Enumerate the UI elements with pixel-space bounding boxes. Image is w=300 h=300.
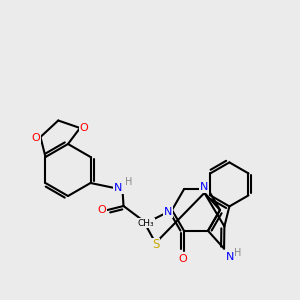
Text: O: O: [31, 133, 40, 143]
Text: O: O: [97, 205, 106, 215]
Text: O: O: [178, 254, 188, 264]
Text: S: S: [152, 238, 159, 251]
Text: N: N: [200, 182, 208, 192]
Text: CH₃: CH₃: [138, 218, 154, 227]
Text: N: N: [164, 207, 172, 217]
Text: H: H: [234, 248, 242, 258]
Text: N: N: [226, 252, 234, 262]
Text: N: N: [114, 183, 123, 193]
Text: O: O: [80, 123, 88, 133]
Text: H: H: [125, 177, 132, 187]
